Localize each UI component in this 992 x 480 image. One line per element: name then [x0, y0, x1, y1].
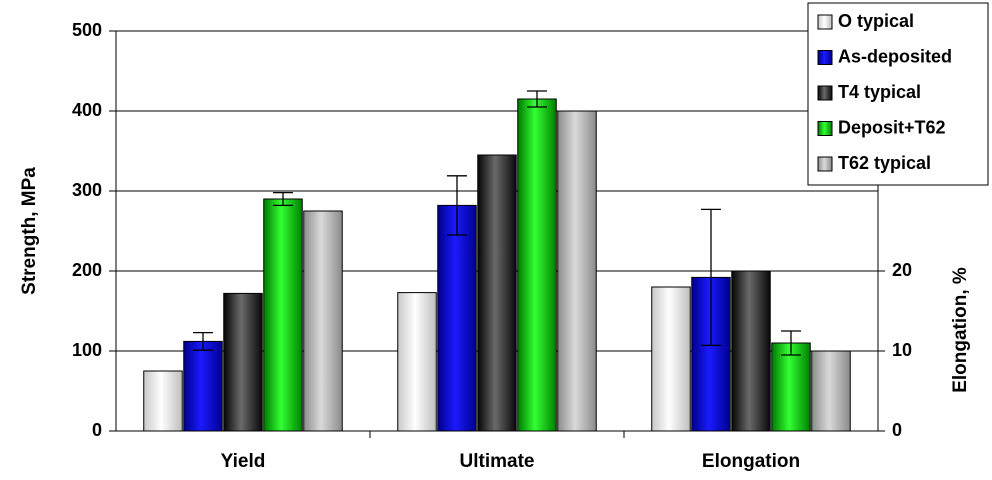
legend-label: O typical	[838, 11, 914, 31]
bar-t62-typical-ultimate	[557, 110, 597, 432]
ticks: 0 100 200 300 400 500 0 10 20 Yield Ultimate Elonga…	[72, 20, 912, 472]
bar-o-typical-ultimate	[397, 292, 437, 432]
y2-axis-title: Elongation, %	[950, 267, 971, 393]
y-tick-label: 100	[72, 340, 102, 360]
bar-o-typical-elongation	[651, 286, 691, 432]
legend-swatch	[817, 50, 833, 65]
legend-label: Deposit+T62	[838, 117, 946, 137]
y-tick-label: 0	[92, 420, 102, 440]
legend-swatch	[817, 85, 833, 101]
y-tick-label: 500	[72, 20, 102, 40]
bar-t4-typical-ultimate	[477, 154, 517, 432]
y2-tick-label: 10	[892, 340, 912, 360]
legend-label: T62 typical	[838, 153, 931, 173]
legend-swatch	[817, 156, 833, 172]
legend-label: As-deposited	[838, 46, 952, 66]
legend-swatch	[817, 121, 833, 136]
y2-tick-label: 0	[892, 420, 902, 440]
bar-t62-typical-yield	[303, 210, 343, 432]
y-tick-label: 200	[72, 260, 102, 280]
bar-deposit-t62-elongation	[771, 342, 811, 432]
bar-deposit-t62-yield	[263, 198, 303, 432]
y-axis-title: Strength, MPa	[19, 167, 40, 295]
legend-swatch	[817, 14, 833, 30]
bars	[143, 98, 851, 432]
y-tick-label: 300	[72, 180, 102, 200]
y2-tick-label: 20	[892, 260, 912, 280]
x-tick-label: Yield	[221, 451, 266, 472]
legend-box	[807, 2, 989, 186]
bar-t4-typical-yield	[223, 292, 263, 432]
bar-deposit-t62-ultimate	[517, 98, 557, 432]
error-bars	[193, 90, 801, 356]
bar-t4-typical-elongation	[731, 270, 771, 432]
bar-as-deposited-yield	[183, 340, 223, 432]
bar-as-deposited-ultimate	[437, 204, 477, 432]
bar-t62-typical-elongation	[811, 350, 851, 432]
legend-label: T4 typical	[838, 82, 921, 102]
bar-o-typical-yield	[143, 370, 183, 432]
x-tick-label: Ultimate	[460, 451, 535, 472]
legend: O typical As-deposited T4 typical Deposit+T…	[807, 2, 989, 186]
x-tick-label: Elongation	[702, 451, 800, 472]
y-tick-label: 400	[72, 100, 102, 120]
